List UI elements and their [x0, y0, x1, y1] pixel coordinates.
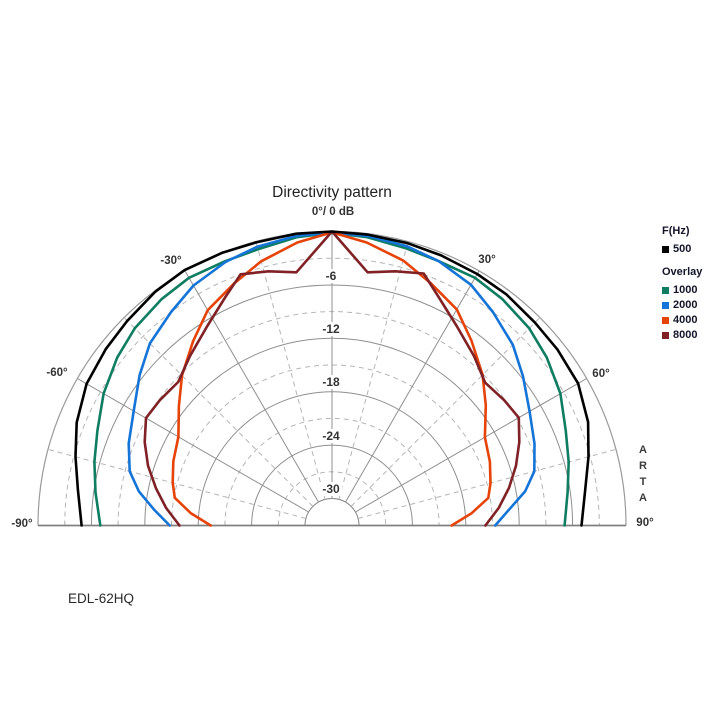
watermark-letter: A [639, 444, 647, 456]
watermark-letter: T [639, 476, 647, 488]
db-tick-neg-24: -24 [319, 429, 343, 443]
legend-label-4000: 4000 [673, 314, 698, 326]
apex-angle-db-label: 0°/ 0 dB [311, 206, 355, 218]
db-tick-neg-18: -18 [319, 375, 343, 389]
angle-label-pos-90: 90° [636, 517, 654, 529]
legend-item-2000: 2000 [662, 298, 702, 313]
chart-title: Directivity pattern [272, 184, 392, 201]
legend: F(Hz) 500 Overlay 1000 2000 4000 8000 [662, 224, 702, 343]
device-name-label: EDL-62HQ [68, 591, 135, 606]
legend-swatch-8000 [662, 332, 669, 339]
legend-swatch-4000 [662, 317, 669, 324]
watermark-letter: R [639, 460, 647, 472]
legend-overlay-items: 1000 2000 4000 8000 [662, 283, 702, 343]
legend-label-1000: 1000 [673, 284, 698, 296]
legend-swatch-500 [662, 246, 669, 253]
db-tick-neg-30: -30 [319, 482, 343, 496]
angle-label-neg-30: -30° [160, 255, 182, 267]
legend-label-2000: 2000 [673, 299, 698, 311]
angle-label-pos-60: 60° [592, 368, 610, 380]
legend-spacer [662, 257, 702, 265]
legend-item-1000: 1000 [662, 283, 702, 298]
db-tick-neg-6: -6 [322, 269, 340, 283]
legend-item-500: 500 [662, 242, 702, 257]
legend-label-500: 500 [673, 243, 692, 255]
angle-label-pos-30: 30° [478, 254, 496, 266]
legend-item-8000: 8000 [662, 328, 702, 343]
arta-watermark: A R T A [639, 442, 647, 506]
legend-swatch-1000 [662, 287, 669, 294]
legend-swatch-2000 [662, 302, 669, 309]
legend-label-8000: 8000 [673, 329, 698, 341]
legend-item-4000: 4000 [662, 313, 702, 328]
watermark-letter: A [639, 492, 647, 504]
angle-label-neg-60: -60° [46, 367, 68, 379]
legend-overlay-header: Overlay [662, 266, 703, 278]
db-tick-neg-12: -12 [319, 322, 343, 336]
curve-500hz [74, 230, 590, 527]
angle-label-neg-90: -90° [11, 518, 33, 530]
legend-frequency-header: F(Hz) [662, 225, 690, 237]
